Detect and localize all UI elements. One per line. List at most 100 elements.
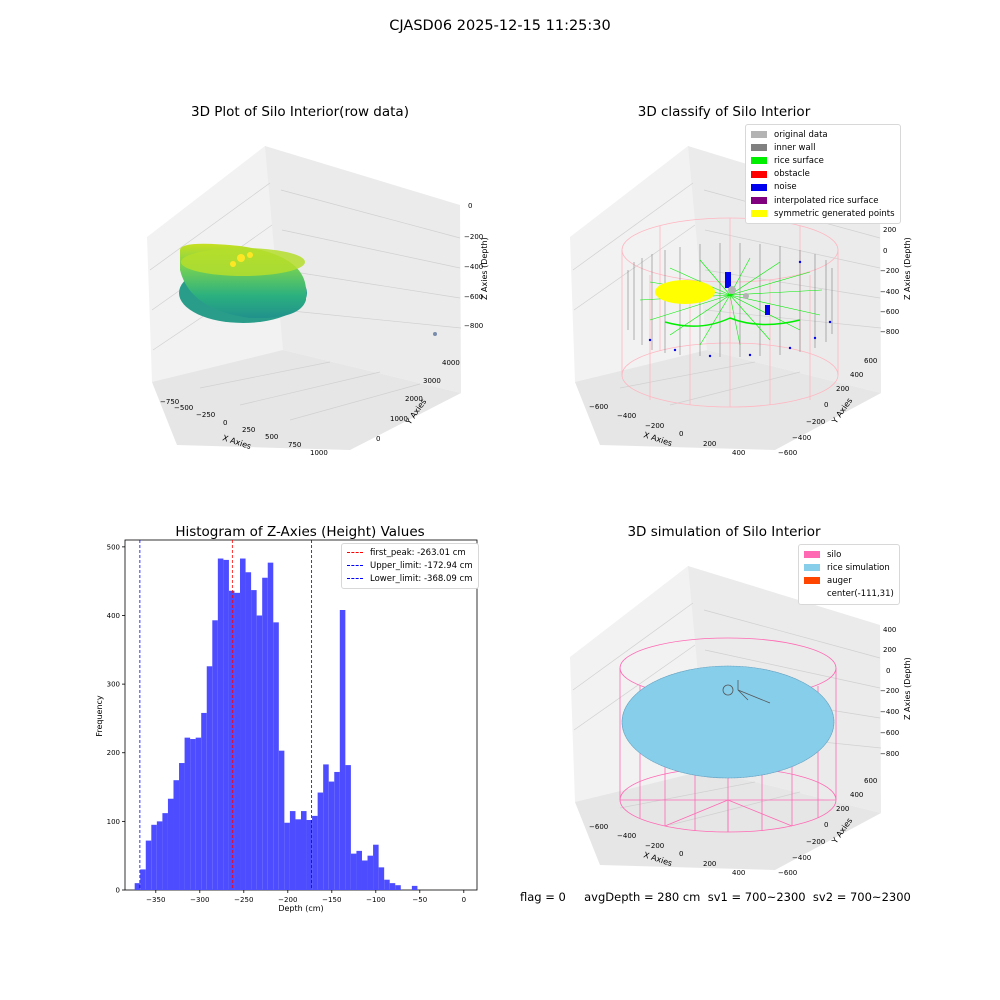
simulation-x-tick: 400 [732, 869, 745, 877]
classify-z-tick: −800 [880, 328, 899, 336]
histogram-x-axis-label: Depth (cm) [278, 904, 323, 913]
legend-label: auger [827, 575, 852, 586]
histogram-bar [162, 813, 168, 890]
simulation-silo-wireframe [619, 637, 837, 833]
raw-y-tick-labels: 0 1000 2000 3000 4000 [376, 359, 460, 443]
legend-label: noise [774, 182, 797, 193]
classify-x-tick: 0 [679, 430, 683, 438]
classify-original-points [728, 286, 749, 299]
histogram-chart: −350 −300 −250 −200 −150 −100 −50 0 0 100 200 300 4… [95, 539, 478, 913]
histogram-bar [212, 620, 218, 890]
raw-y-tick: 3000 [423, 377, 441, 385]
classify-y-tick: 0 [824, 401, 828, 409]
classify-y-tick: −600 [778, 449, 797, 457]
histogram-bar [223, 559, 229, 890]
simulation-auger [722, 680, 771, 704]
simulation-x-tick: −400 [617, 832, 636, 840]
histogram-bar [245, 572, 252, 890]
simulation-y-tick: 600 [864, 777, 877, 785]
histogram-bar [156, 821, 163, 890]
legend-item: auger [804, 574, 894, 587]
histogram-y-tick-label: 200 [107, 749, 120, 757]
histogram-legend: first_peak: -263.01 cm Upper_limit: -172… [341, 543, 479, 589]
simulation-z-tick: −800 [880, 750, 899, 758]
histogram-x-ticks: −350 −300 −250 −200 −150 −100 −50 0 [146, 890, 466, 904]
histogram-bar [323, 764, 329, 890]
legend-swatch [751, 157, 767, 165]
legend-swatch [804, 577, 820, 585]
raw-x-tick: −750 [160, 398, 179, 406]
classify-z-axis-label: Z Axies (Depth) [903, 237, 912, 300]
legend-item: Upper_limit: -172.94 cm [347, 559, 473, 572]
histogram-bar [167, 798, 174, 890]
raw-rice-surface [179, 243, 307, 323]
simulation-3d-plot: −600 −400 −200 0 200 400 −600 −400 −200 … [570, 566, 912, 877]
simulation-y-tick: 200 [836, 805, 849, 813]
histogram-bars [134, 558, 418, 890]
legend-item: rice simulation [804, 561, 894, 574]
histogram-bar [384, 879, 390, 890]
simulation-x-tick-labels: −600 −400 −200 0 200 400 [589, 823, 745, 877]
raw-x-tick-labels: −750 −500 −250 0 250 500 750 1000 [160, 398, 328, 457]
simulation-z-tick: −400 [880, 708, 899, 716]
legend-label: silo [827, 549, 842, 560]
histogram-bar [411, 885, 418, 890]
histogram-bar [251, 590, 257, 890]
legend-label: obstacle [774, 169, 810, 180]
raw-x-tick: 500 [265, 433, 278, 441]
simulation-y-tick: 0 [824, 821, 828, 829]
classify-y-tick: 600 [864, 357, 877, 365]
histogram-bar [312, 815, 318, 890]
legend-label: center(-111,31) [827, 589, 894, 600]
legend-item: center(-111,31) [804, 588, 894, 601]
histogram-y-tick-label: 0 [116, 887, 120, 895]
classify-y-tick-labels: −600 −400 −200 0 200 400 600 [778, 357, 877, 457]
legend-item: rice surface [751, 154, 895, 167]
simulation-legend: silo rice simulation auger center(-111,3… [798, 544, 900, 605]
raw-x-tick: −250 [196, 411, 215, 419]
legend-swatch [751, 131, 767, 139]
histogram-bar [195, 737, 202, 890]
legend-item: Lower_limit: -368.09 cm [347, 572, 473, 585]
raw-outlier-point [433, 332, 437, 336]
histogram-bar [217, 558, 224, 890]
histogram-bar [356, 850, 362, 890]
legend-line [347, 578, 363, 580]
raw-z-tick: −400 [464, 263, 483, 271]
simulation-x-tick: −600 [589, 823, 608, 831]
histogram-bar [361, 860, 368, 890]
legend-swatch [751, 183, 767, 191]
raw-z-tick-labels: 0 −200 −400 −600 −800 [464, 202, 483, 330]
histogram-y-ticks: 0 100 200 300 400 500 [107, 543, 125, 895]
raw-3d-plot: −750 −500 −250 0 250 500 750 1000 0 1000… [147, 146, 489, 457]
histogram-bar [306, 820, 313, 890]
legend-item: obstacle [751, 168, 895, 181]
legend-swatch [751, 197, 767, 205]
histogram-bar [395, 885, 401, 890]
classify-x-tick-labels: −600 −400 −200 0 200 400 [589, 403, 745, 457]
classify-legend: original data inner wall rice surface ob… [745, 124, 901, 225]
histogram-bar [339, 610, 346, 890]
simulation-z-tick: 200 [883, 646, 896, 654]
histogram-y-axis-label: Frequency [95, 695, 104, 737]
classify-y-tick: −200 [806, 418, 825, 426]
histogram-x-tick-label: −100 [366, 896, 385, 904]
simulation-panel-title: 3D simulation of Silo Interior [627, 524, 821, 540]
simulation-x-tick: −200 [645, 842, 664, 850]
raw-x-tick: −500 [174, 404, 193, 412]
histogram-reference-lines [139, 540, 313, 890]
simulation-rice-surface [621, 665, 835, 779]
legend-swatch [751, 170, 767, 178]
classify-y-tick: −400 [792, 434, 811, 442]
histogram-bar [378, 867, 385, 890]
histogram-bar [295, 819, 301, 890]
histogram-x-tick-label: −50 [412, 896, 427, 904]
histogram-bar [206, 666, 213, 890]
histogram-bar [262, 577, 268, 890]
legend-label: interpolated rice surface [774, 195, 879, 206]
histogram-bar [278, 750, 285, 890]
simulation-y-tick: −400 [792, 854, 811, 862]
legend-item: first_peak: -263.01 cm [347, 546, 473, 559]
histogram-bar [284, 822, 290, 890]
histogram-x-tick-label: 0 [462, 896, 466, 904]
